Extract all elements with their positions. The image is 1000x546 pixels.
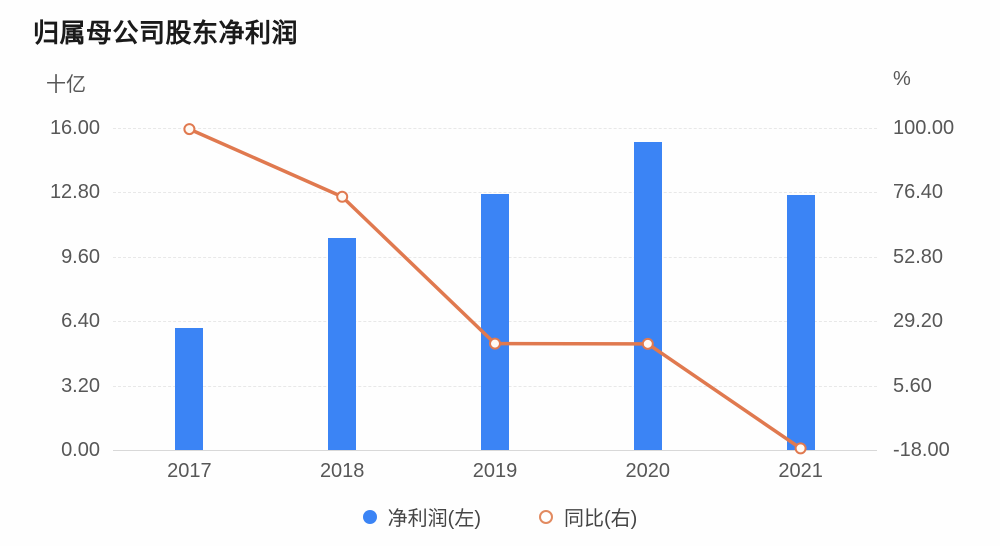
right-axis-tick: -18.00 [893,439,950,461]
legend-label: 净利润(左) [387,508,481,530]
legend-label: 同比(右) [564,508,638,530]
gridline [113,128,877,129]
right-axis-tick: 29.20 [893,310,944,333]
x-axis-label-2019: 2019 [472,460,518,482]
x-axis-label-2020: 2020 [625,460,671,482]
x-axis-label-2017: 2017 [167,460,212,482]
right-axis-unit: % [893,68,911,90]
left-axis-tick: 6.40 [61,310,100,333]
chart-title: 归属母公司股东净利润 [33,18,299,48]
bar-2017[interactable] [175,328,204,450]
left-axis-tick: 16.00 [49,117,100,139]
bar-2018[interactable] [328,237,357,450]
legend: 净利润(左) 同比(右) [0,502,1000,531]
right-axis-tick: 76.40 [893,181,944,204]
legend-item-net-profit[interactable]: 净利润(左) [362,502,481,531]
left-axis-tick: 0.00 [61,439,100,461]
hollow-circle-icon [539,509,553,524]
bar-2020[interactable] [633,142,662,450]
x-axis-line [113,450,877,451]
yoy-point-2017[interactable] [183,123,196,136]
gridline [113,192,877,194]
filled-circle-icon [362,509,377,524]
x-axis-label-2021: 2021 [778,460,823,482]
right-axis-tick: 52.80 [893,245,944,268]
left-axis-unit: 十亿 [46,74,86,96]
left-axis-tick: 3.20 [61,374,100,397]
right-axis-tick: 100.00 [893,117,955,139]
right-axis-tick: 5.60 [893,374,932,397]
legend-item-yoy[interactable]: 同比(右) [539,502,637,531]
bar-2021[interactable] [786,195,815,450]
x-axis-label-2018: 2018 [319,460,365,482]
left-axis-tick: 9.60 [61,245,100,268]
left-axis-tick: 12.80 [49,181,100,204]
bar-2019[interactable] [481,194,509,450]
